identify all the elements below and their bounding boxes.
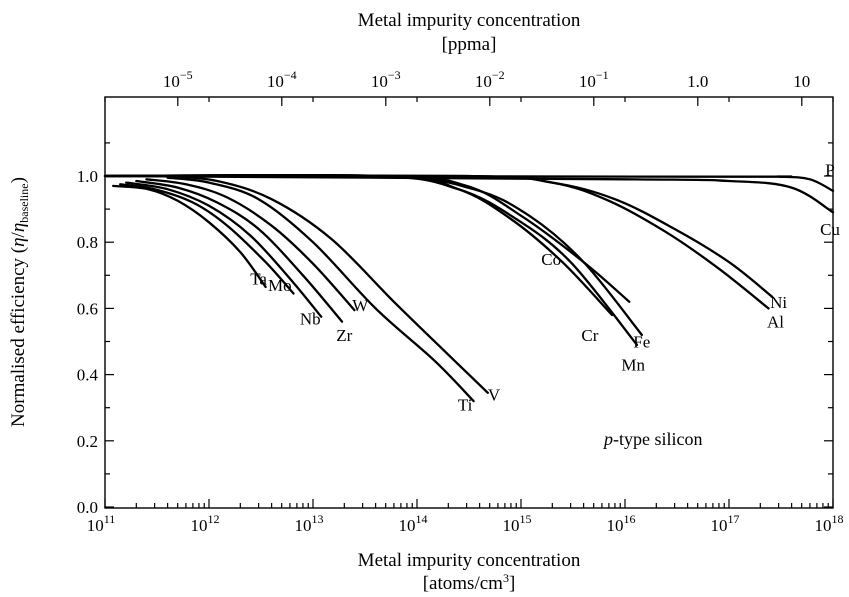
curve-label-p: P [825,160,834,179]
top-axis-ticks: 10−5 10−4 10−3 10−2 10−1 1.0 10 [163,68,810,106]
annotation-text: -type silicon [613,429,702,449]
top-tick-base: 1.0 [687,72,708,91]
x-tick-exp: 16 [624,512,636,526]
top-tick-exp: −2 [492,68,505,82]
curve-cr [103,173,614,317]
curve-label-al: Al [767,313,784,332]
y-tick-label: 1.0 [77,167,98,186]
curves-group [103,173,835,403]
x-tick-exp: 13 [312,512,324,526]
silicon-type-annotation: p-type silicon [602,429,702,449]
curve-label-mn: Mn [621,356,645,375]
curve-ta [112,184,267,289]
x-tick-base: 10 [711,516,728,535]
top-tick-exp: −5 [180,68,193,82]
top-tick-label: 10−3 [371,68,401,91]
curve-w [145,178,356,312]
top-tick-base: 10 [267,72,284,91]
curve-label-ta: Ta [250,270,267,289]
top-tick-exp: −4 [284,68,297,82]
y-axis-title-eta: η [8,237,29,246]
y-axis-title-slash: / [8,231,29,237]
y-axis-title-main: Normalised efficiency ( [8,247,29,427]
curve-mo [119,183,295,295]
bottom-axis-ticks: 1011 1012 1013 1014 1015 1016 1017 1018 [87,97,844,535]
annotation-italic-p: p [602,429,613,449]
y-axis-title-sub: baseline [17,183,31,222]
x-tick-exp: 17 [728,512,740,526]
y-tick-label: 0.8 [77,233,98,252]
curve-nb [125,181,323,318]
top-tick-exp: −3 [388,68,401,82]
curve-label-mo: Mo [268,276,292,295]
top-tick-label: 10−2 [475,68,505,91]
x-tick-base: 10 [295,516,312,535]
x-tick-label: 1014 [399,512,428,535]
top-tick-label: 1.0 [687,72,708,91]
x-tick-exp: 15 [520,512,532,526]
curve-label-ti: Ti [458,395,473,414]
plot-frame [104,96,834,509]
x-tick-label: 1016 [607,512,636,535]
curve-v [166,174,489,394]
x-tick-base: 10 [503,516,520,535]
curve-label-zr: Zr [336,326,352,345]
x-tick-label: 1015 [503,512,532,535]
top-tick-base: 10 [793,72,810,91]
x-axis-title-line1: Metal impurity concentration [358,550,581,571]
top-tick-label: 10−1 [579,68,609,91]
curve-label-co: Co [541,250,561,269]
top-axis-title-line2: [ppma] [442,34,497,55]
top-tick-base: 10 [371,72,388,91]
x-tick-base: 10 [607,516,624,535]
curve-label-cu: Cu [820,220,840,239]
y-tick-label: 0.4 [77,366,99,385]
curve-label-cr: Cr [581,326,598,345]
x-tick-exp: 11 [104,512,116,526]
x-axis-unit-base: [atoms/cm [423,573,503,594]
x-axis-unit-sup: 3 [503,571,509,585]
y-tick-label: 0.6 [77,299,98,318]
top-tick-base: 10 [163,72,180,91]
curve-label-ni: Ni [770,293,787,312]
x-tick-exp: 18 [832,512,844,526]
y-tick-label: 0.2 [77,432,98,451]
x-tick-label: 1011 [87,512,116,535]
x-tick-label: 1017 [711,512,740,535]
x-tick-label: 1018 [815,512,844,535]
curve-label-v: V [488,385,501,404]
x-tick-label: 1012 [191,512,220,535]
x-tick-base: 10 [815,516,832,535]
x-tick-exp: 12 [208,512,220,526]
top-axis-title-line1: Metal impurity concentration [358,10,581,31]
top-tick-base: 10 [579,72,596,91]
x-tick-base: 10 [399,516,416,535]
y-tick-label: 0.0 [77,498,98,517]
x-tick-exp: 14 [416,512,428,526]
curve-p [103,174,835,193]
y-axis-title: Normalised efficiency (η/ηbaseline) [8,177,31,427]
x-axis-unit-end: ] [509,573,515,594]
top-tick-label: 10−5 [163,68,193,91]
top-tick-base: 10 [475,72,492,91]
top-tick-label: 10−4 [267,68,297,91]
x-tick-label: 1013 [295,512,324,535]
curve-label-w: W [352,296,369,315]
y-axis-title-end: ) [8,177,29,183]
x-tick-base: 10 [87,516,104,535]
y-axis-ticks: 0.0 0.2 0.4 0.6 0.8 1.0 [77,142,833,517]
top-tick-label: 10 [793,72,810,91]
top-tick-exp: −1 [596,68,609,82]
x-axis-title-line2: [atoms/cm3] [423,571,516,594]
curve-label-fe: Fe [633,333,650,352]
x-tick-base: 10 [191,516,208,535]
curve-ti [166,176,475,403]
y-axis-title-eta2: η [8,223,29,232]
curve-zr [135,179,344,323]
curve-label-nb: Nb [300,309,321,328]
